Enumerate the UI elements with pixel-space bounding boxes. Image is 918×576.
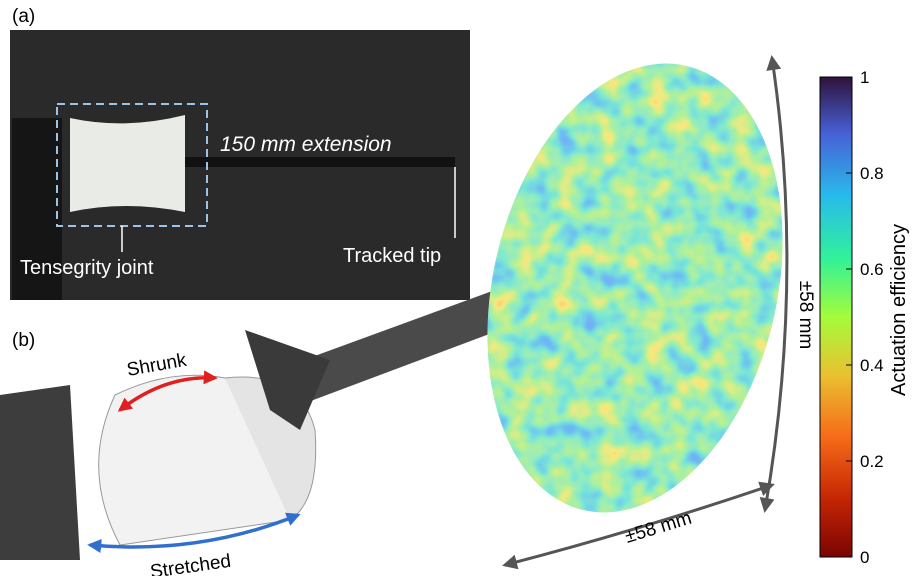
map-noise — [470, 40, 800, 540]
annotation: 150 mm extension — [220, 133, 392, 156]
annotation: ±58 mm — [795, 281, 816, 350]
panel-label: (b) — [12, 330, 35, 351]
annotation: Stretched — [149, 551, 232, 576]
joint — [70, 115, 185, 212]
annotation: Tensegrity joint — [20, 257, 154, 279]
annotation: ±58 mm — [623, 508, 695, 548]
annotation: Tracked tip — [343, 245, 441, 267]
tick-label: 0.4 — [860, 356, 884, 375]
figure: (a) 150 mm extension Tensegrity joint Tr… — [0, 0, 918, 576]
colorbar — [820, 77, 852, 557]
tick-label: 0.6 — [860, 260, 884, 279]
rod — [180, 157, 455, 167]
tick-label: 0.8 — [860, 164, 884, 183]
base — [0, 385, 80, 560]
efficiency-map — [470, 40, 800, 540]
panel-label: (a) — [12, 6, 35, 27]
tick-label: 1 — [860, 68, 869, 87]
tick-label: 0 — [860, 548, 869, 567]
tick-label: 0.2 — [860, 452, 884, 471]
colorbar-label: Actuation efficiency — [888, 224, 910, 396]
rod — [290, 290, 500, 405]
